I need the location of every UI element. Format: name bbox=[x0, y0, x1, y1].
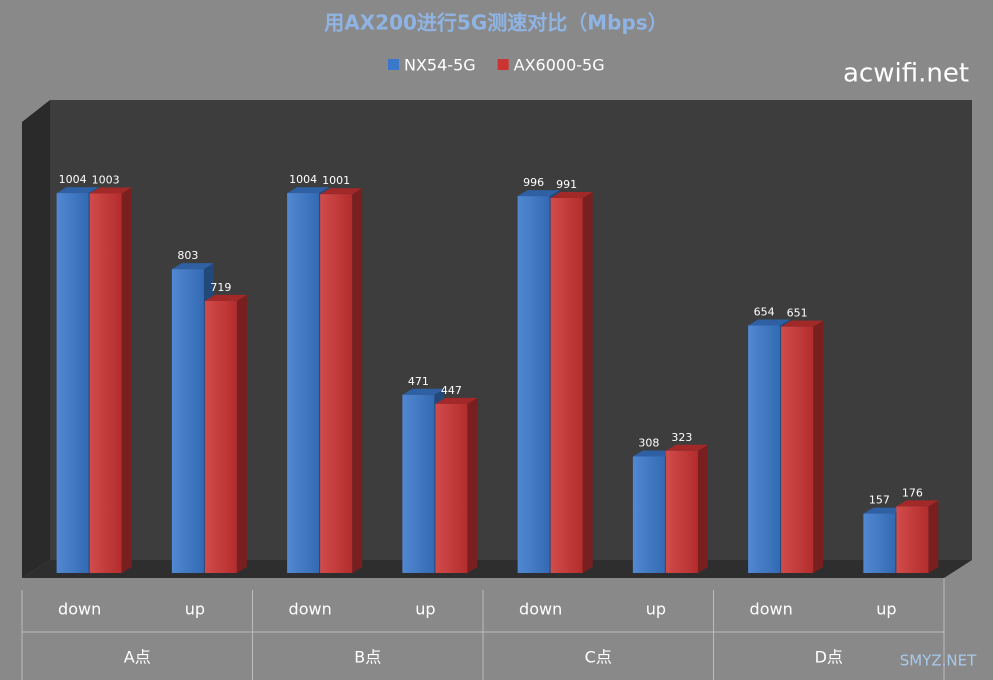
group-label: C点 bbox=[585, 648, 612, 667]
group-label: B点 bbox=[354, 648, 381, 667]
side-wall bbox=[22, 100, 50, 578]
value-label: 719 bbox=[210, 281, 231, 294]
x-tick-label: up bbox=[185, 600, 205, 619]
x-tick-label: up bbox=[876, 600, 896, 619]
bar bbox=[781, 320, 824, 573]
bar-top bbox=[781, 320, 824, 327]
bar-top bbox=[320, 188, 363, 195]
bar bbox=[56, 187, 99, 573]
chart-title: 用AX200进行5G测速对比（Mbps） bbox=[324, 11, 667, 35]
value-label: 1003 bbox=[92, 173, 120, 186]
value-label: 157 bbox=[869, 494, 890, 507]
group-label: D点 bbox=[815, 648, 843, 667]
value-label: 996 bbox=[523, 176, 544, 189]
bar-top bbox=[517, 190, 560, 197]
bar-shade bbox=[781, 326, 814, 573]
bar-top bbox=[56, 187, 99, 194]
bar-shade bbox=[863, 513, 896, 573]
group-label: A点 bbox=[124, 648, 151, 667]
bar-top bbox=[632, 450, 675, 457]
bar bbox=[204, 294, 247, 573]
bar-shade bbox=[550, 198, 583, 573]
bar-side bbox=[467, 397, 478, 573]
bar-top bbox=[748, 319, 791, 326]
bar-side bbox=[236, 294, 247, 573]
bar bbox=[435, 397, 478, 573]
bar-top bbox=[665, 444, 708, 451]
x-tick-label: down bbox=[289, 600, 332, 619]
bar-shade bbox=[517, 196, 550, 574]
value-label: 323 bbox=[671, 431, 692, 444]
bar-top bbox=[863, 507, 906, 514]
bar-top bbox=[89, 187, 132, 194]
bar-shade bbox=[287, 193, 320, 573]
bar-shade bbox=[632, 456, 665, 573]
bar-top bbox=[171, 263, 214, 270]
legend-label: AX6000-5G bbox=[514, 56, 605, 75]
bar-side bbox=[697, 444, 708, 573]
bar-side bbox=[121, 187, 132, 574]
value-label: 1004 bbox=[59, 173, 87, 186]
value-label: 1001 bbox=[322, 174, 350, 187]
bar-shade bbox=[435, 403, 468, 573]
bar-top bbox=[204, 294, 247, 301]
bar-side bbox=[928, 500, 939, 573]
legend-swatch bbox=[497, 59, 509, 70]
value-label: 803 bbox=[177, 249, 198, 262]
back-wall bbox=[50, 100, 972, 560]
legend-label: NX54-5G bbox=[404, 56, 476, 75]
bar-shade bbox=[56, 193, 89, 573]
value-label: 1004 bbox=[289, 173, 317, 186]
value-label: 651 bbox=[787, 307, 808, 320]
bar-shade bbox=[171, 269, 204, 573]
bar-top bbox=[287, 187, 330, 194]
x-tick-label: up bbox=[646, 600, 666, 619]
value-label: 654 bbox=[754, 306, 775, 319]
bar-shade bbox=[665, 450, 698, 573]
x-tick-label: down bbox=[750, 600, 793, 619]
bar-side bbox=[582, 192, 593, 573]
bar-shade bbox=[748, 325, 781, 573]
bar-top bbox=[435, 397, 478, 404]
watermark: acwifi.net bbox=[843, 59, 969, 89]
bar bbox=[89, 187, 132, 574]
bar-shade bbox=[320, 194, 353, 573]
bar-shade bbox=[896, 506, 929, 573]
bar-side bbox=[352, 188, 363, 573]
bar-top bbox=[550, 192, 593, 199]
value-label: 176 bbox=[902, 486, 923, 499]
x-tick-label: down bbox=[58, 600, 101, 619]
value-label: 308 bbox=[638, 436, 659, 449]
value-label: 991 bbox=[556, 178, 577, 191]
x-tick-label: down bbox=[519, 600, 562, 619]
bar-shade bbox=[89, 193, 122, 574]
x-tick-label: up bbox=[415, 600, 435, 619]
value-label: 471 bbox=[408, 375, 429, 388]
value-label: 447 bbox=[441, 384, 462, 397]
bar-top bbox=[896, 500, 939, 507]
bar-top bbox=[402, 388, 445, 395]
bar-side bbox=[813, 320, 824, 573]
floor bbox=[22, 560, 972, 578]
bar-shade bbox=[204, 300, 237, 573]
bar-shade bbox=[402, 394, 435, 573]
bar bbox=[896, 500, 939, 573]
bar bbox=[550, 192, 593, 573]
bar bbox=[665, 444, 708, 573]
bar bbox=[320, 188, 363, 573]
legend-swatch bbox=[388, 59, 399, 70]
watermark: SMYZ.NET bbox=[900, 652, 977, 670]
